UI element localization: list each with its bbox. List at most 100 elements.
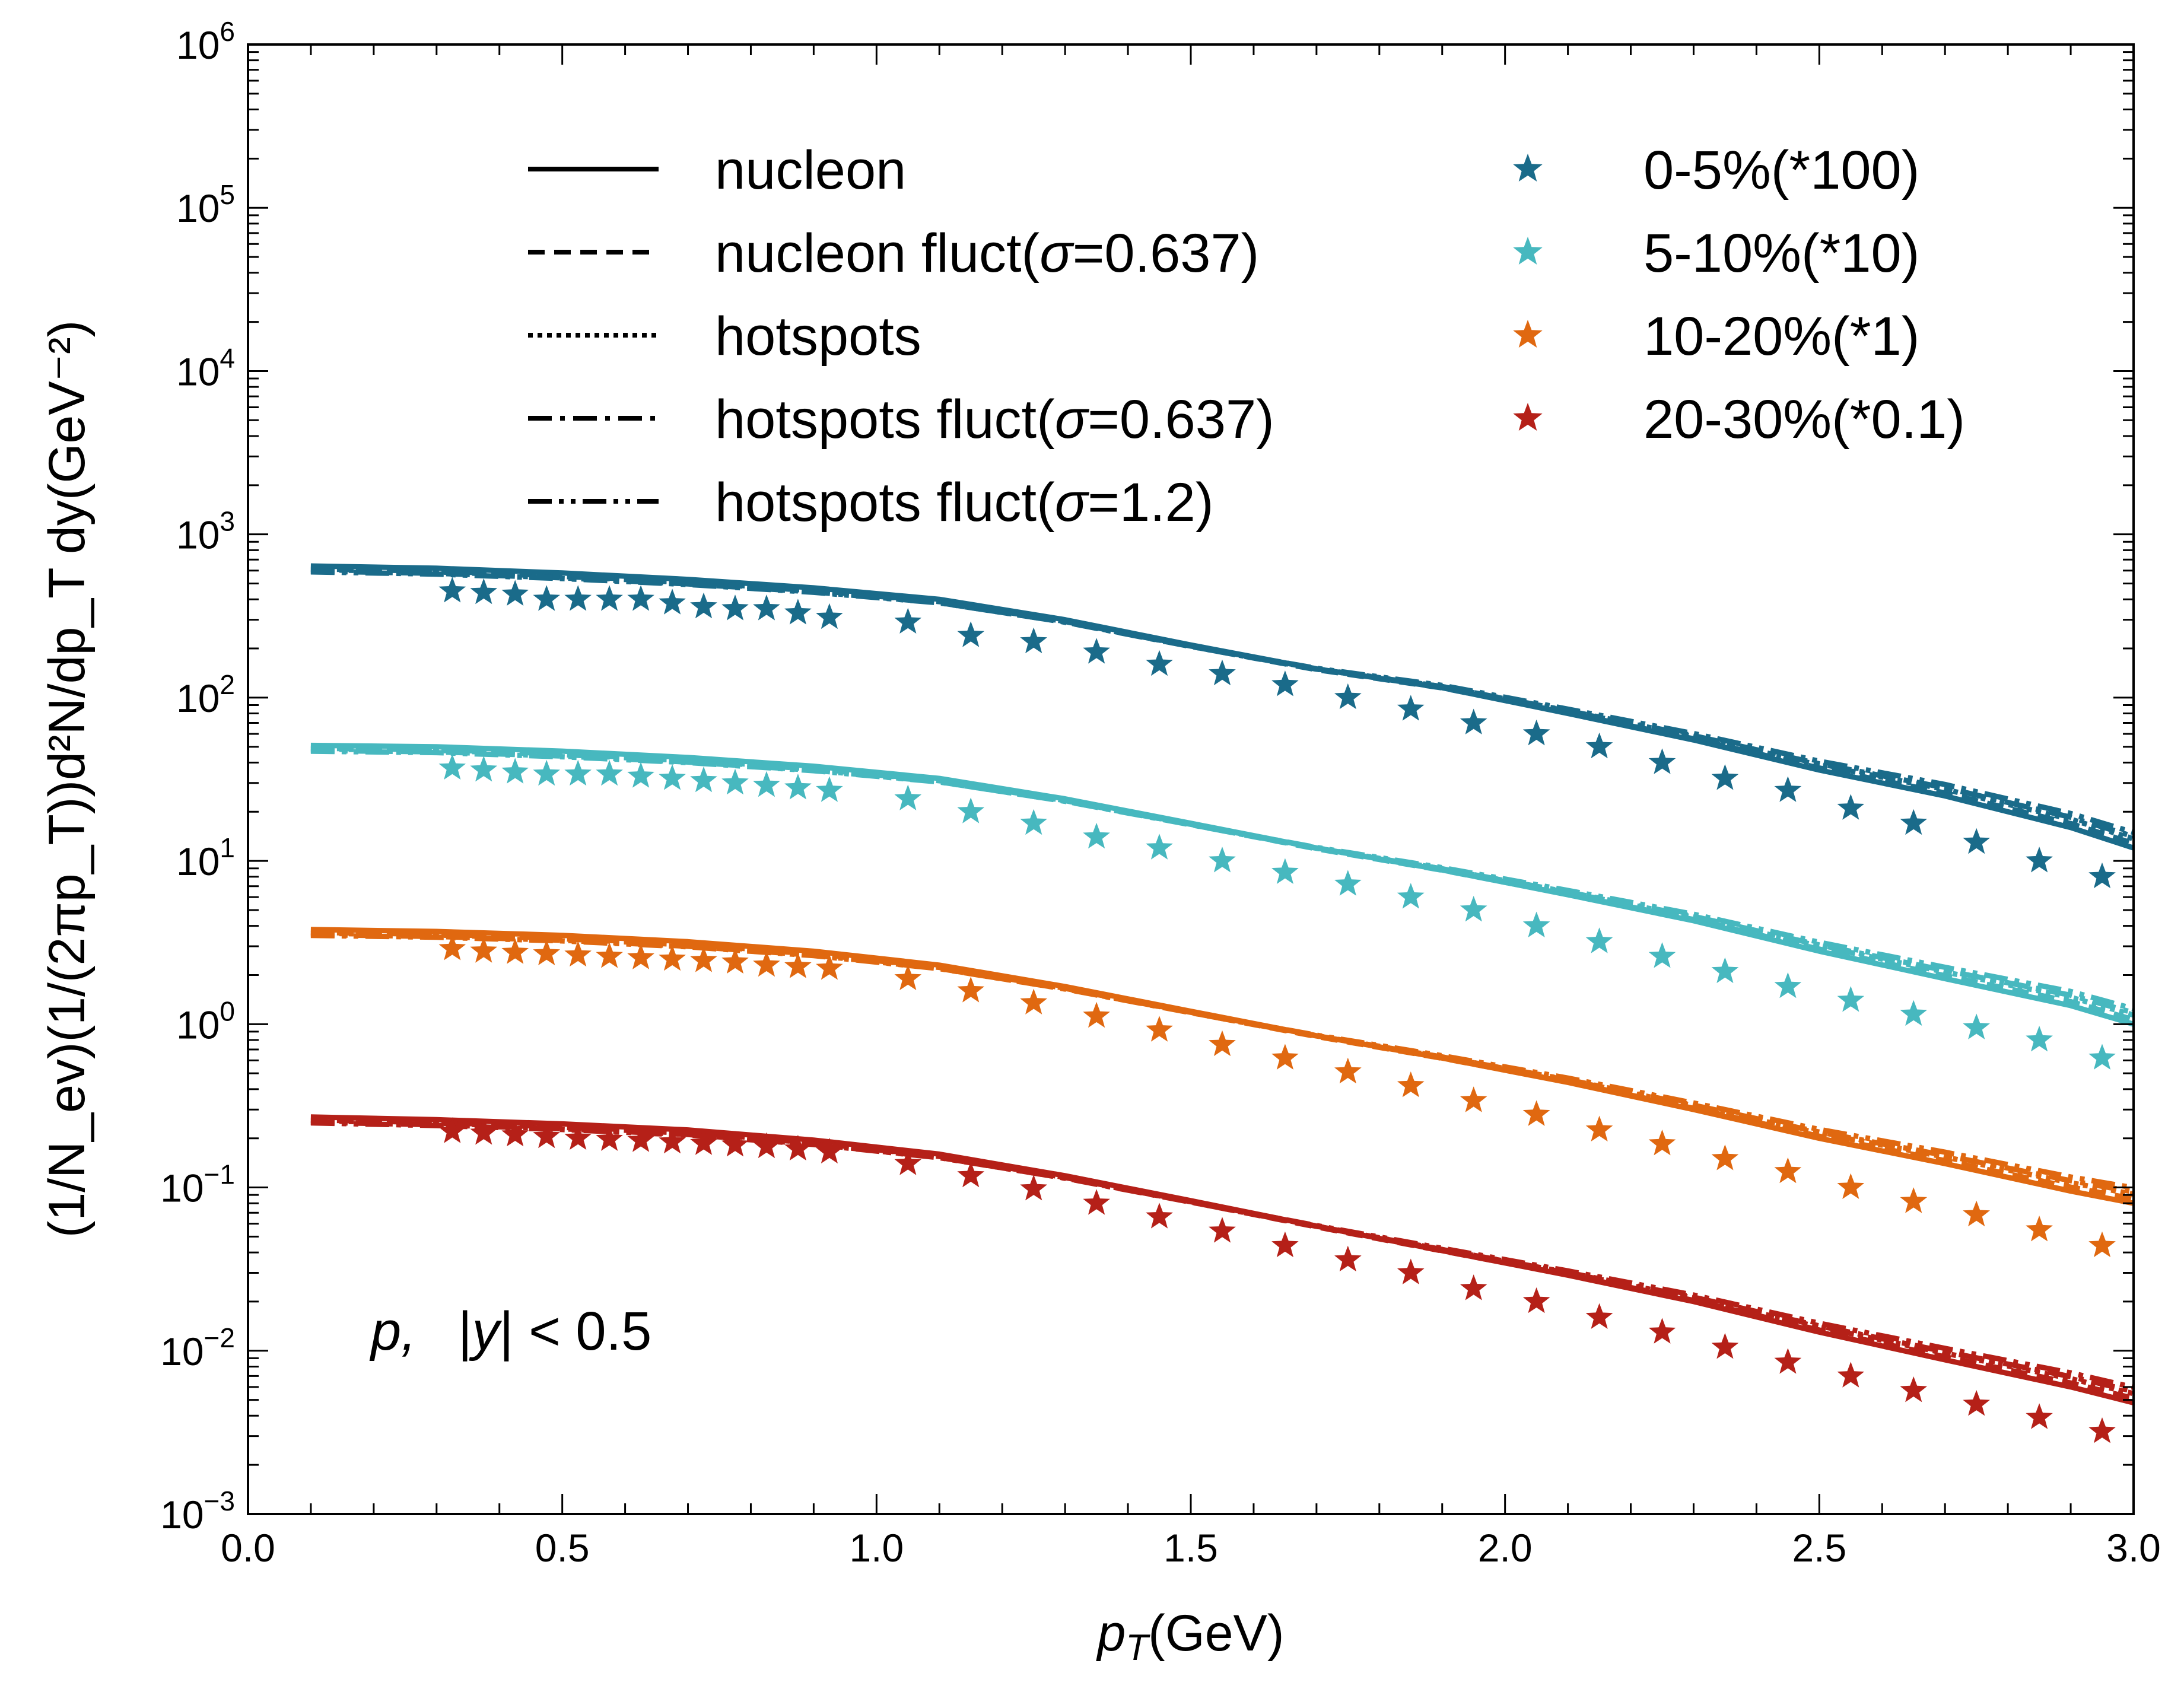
curve-0-5%(*100)-hotspots-fluct-1.2 [310, 569, 2134, 835]
data-point-10-20%(*1) [1837, 1173, 1865, 1199]
data-point-20-30%(*0.1) [1397, 1258, 1425, 1284]
x-tick-label: 2.5 [1792, 1526, 1846, 1570]
legend-marker-10-20%(*1) [1513, 320, 1543, 348]
x-axis-title-sub: T [1126, 1627, 1150, 1668]
data-point-10-20%(*1) [1397, 1071, 1425, 1098]
data-point-5-10%(*10) [816, 776, 843, 802]
data-point-5-10%(*10) [1900, 1000, 1928, 1026]
data-point-20-30%(*0.1) [1774, 1348, 1802, 1374]
y-tick-label: 102 [176, 669, 235, 720]
data-point-20-30%(*0.1) [1209, 1217, 1236, 1243]
data-point-10-20%(*1) [784, 952, 812, 978]
data-point-5-10%(*10) [659, 764, 686, 790]
data-point-10-20%(*1) [957, 977, 985, 1003]
data-point-10-20%(*1) [564, 940, 592, 967]
data-point-0-5%(*100) [1209, 659, 1236, 686]
data-point-5-10%(*10) [721, 768, 749, 795]
data-point-5-10%(*10) [1146, 834, 1173, 860]
data-point-10-20%(*1) [1963, 1200, 1990, 1227]
data-point-10-20%(*1) [2026, 1216, 2053, 1242]
data-point-10-20%(*1) [1774, 1157, 1802, 1184]
x-tick-label: 3.0 [2106, 1526, 2161, 1570]
legend-label-hotspots-fluct-0637: hotspots fluct(σ=0.637) [715, 389, 1274, 450]
data-point-20-30%(*0.1) [2026, 1403, 2053, 1429]
data-point-5-10%(*10) [1585, 927, 1613, 953]
data-point-20-30%(*0.1) [533, 1122, 560, 1149]
data-point-20-30%(*0.1) [1963, 1390, 1990, 1416]
data-point-0-5%(*100) [1648, 748, 1676, 774]
annotation-cut-lhs: | [458, 1301, 472, 1362]
data-point-10-20%(*1) [690, 946, 717, 972]
data-point-5-10%(*10) [1774, 972, 1802, 998]
data-point-10-20%(*1) [1522, 1100, 1550, 1126]
data-point-20-30%(*0.1) [1837, 1362, 1865, 1388]
data-point-5-10%(*10) [1648, 942, 1676, 968]
data-point-0-5%(*100) [659, 589, 686, 615]
annotation-cut-rhs: | < 0.5 [500, 1301, 652, 1362]
data-point-20-30%(*0.1) [753, 1132, 780, 1159]
data-point-10-20%(*1) [1900, 1187, 1928, 1213]
data-point-5-10%(*10) [1334, 870, 1362, 896]
legend-label-0-5: 0-5%(*100) [1643, 140, 1919, 201]
data-point-0-5%(*100) [816, 603, 843, 629]
data-point-5-10%(*10) [957, 797, 985, 823]
data-point-0-5%(*100) [438, 577, 466, 603]
data-point-20-30%(*0.1) [1711, 1332, 1739, 1359]
data-point-10-20%(*1) [470, 937, 498, 963]
axes: 0.0 0.5 1.0 1.5 2.0 2.5 3.0 10−3 10−2 10−1 100 101 1… [160, 16, 2161, 1570]
data-point-5-10%(*10) [470, 756, 498, 782]
data-point-10-20%(*1) [894, 964, 922, 990]
centrality-legend: 0-5%(*100) 5-10%(*10) 10-20%(*1) 20-30%(… [1513, 140, 1965, 450]
data-point-10-20%(*1) [1146, 1016, 1173, 1042]
x-tick-label: 1.0 [849, 1526, 904, 1570]
data-point-0-5%(*100) [564, 585, 592, 611]
data-point-20-30%(*0.1) [501, 1120, 529, 1147]
data-point-0-5%(*100) [1774, 776, 1802, 802]
annotation-cut-var: y [469, 1301, 503, 1362]
annotation: p, |y| < 0.5 [369, 1301, 651, 1362]
legend-label-hotspots-fluct-0637-pre: hotspots fluct( [715, 389, 1055, 450]
data-point-10-20%(*1) [627, 943, 654, 969]
data-point-10-20%(*1) [1209, 1030, 1236, 1057]
legend-label-hotspots: hotspots [715, 306, 921, 367]
legend-marker-20-30%(*0.1) [1513, 403, 1543, 431]
data-point-10-20%(*1) [1083, 1001, 1110, 1028]
data-point-20-30%(*0.1) [1900, 1376, 1928, 1402]
data-point-20-30%(*0.1) [596, 1125, 623, 1151]
data-point-20-30%(*0.1) [1522, 1287, 1550, 1313]
curve-10-20%(*1)-hotspots-fluct-1.2 [310, 933, 2134, 1191]
data-point-0-5%(*100) [721, 594, 749, 621]
legend-label-nucleon-fluct-sigma: σ [1039, 223, 1074, 284]
legend-label-nucleon-fluct-post: =0.637) [1073, 223, 1260, 284]
data-point-5-10%(*10) [2026, 1026, 2053, 1052]
data-point-10-20%(*1) [2088, 1231, 2116, 1258]
data-point-10-20%(*1) [1271, 1044, 1299, 1070]
data-point-0-5%(*100) [1397, 695, 1425, 721]
data-point-20-30%(*0.1) [690, 1129, 717, 1155]
data-point-0-5%(*100) [1900, 809, 1928, 835]
data-point-0-5%(*100) [501, 580, 529, 606]
model-legend: nucleon nucleon fluct(σ=0.637) hotspots … [528, 140, 1274, 533]
plot-content [310, 563, 2134, 1443]
ticks: 0.0 0.5 1.0 1.5 2.0 2.5 3.0 10−3 10−2 10−1 100 101 1… [160, 16, 2161, 1570]
data-point-20-30%(*0.1) [784, 1134, 812, 1161]
data-point-5-10%(*10) [1397, 883, 1425, 909]
data-point-20-30%(*0.1) [1585, 1303, 1613, 1329]
data-point-5-10%(*10) [1837, 986, 1865, 1012]
legend-marker-0-5%(*100) [1513, 154, 1543, 182]
data-point-20-30%(*0.1) [1334, 1245, 1362, 1272]
data-point-0-5%(*100) [1271, 670, 1299, 696]
data-point-20-30%(*0.1) [564, 1124, 592, 1150]
data-point-5-10%(*10) [690, 766, 717, 793]
x-axis-title-main: p [1095, 1605, 1126, 1662]
data-point-5-10%(*10) [564, 759, 592, 786]
data-point-5-10%(*10) [627, 762, 654, 788]
data-point-5-10%(*10) [1522, 911, 1550, 937]
x-axis-title: pT(GeV) [1095, 1605, 1284, 1668]
data-point-10-20%(*1) [753, 950, 780, 977]
data-point-0-5%(*100) [533, 585, 560, 611]
data-point-0-5%(*100) [470, 578, 498, 605]
data-point-0-5%(*100) [1460, 708, 1487, 734]
data-point-5-10%(*10) [1711, 957, 1739, 984]
